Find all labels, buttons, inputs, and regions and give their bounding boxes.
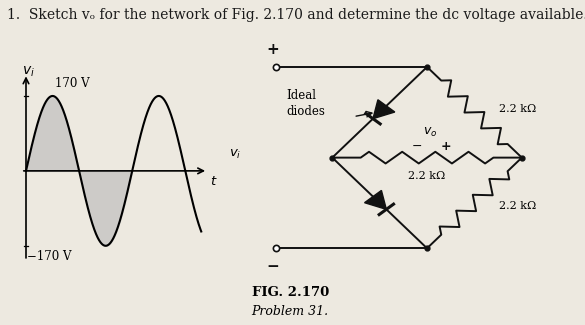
Text: $v_i$: $v_i$ [229,148,241,161]
Text: diodes: diodes [287,105,325,118]
Polygon shape [373,100,395,119]
Text: $v_o$: $v_o$ [424,125,438,138]
Text: FIG. 2.170: FIG. 2.170 [252,286,329,299]
Text: −170 V: −170 V [27,250,71,263]
Text: $v_i$: $v_i$ [22,65,35,80]
Text: Problem 31.: Problem 31. [252,305,329,318]
Text: −: − [411,140,422,153]
Text: 2.2 kΩ: 2.2 kΩ [499,104,536,114]
Text: $t$: $t$ [209,175,217,188]
Text: 2.2 kΩ: 2.2 kΩ [408,171,446,181]
Text: 2.2 kΩ: 2.2 kΩ [499,201,536,211]
Text: 170 V: 170 V [55,77,90,90]
Text: +: + [266,42,279,57]
Text: Ideal: Ideal [287,89,316,102]
Polygon shape [364,190,386,209]
Text: −: − [266,259,279,274]
Text: 1.  Sketch vₒ for the network of Fig. 2.170 and determine the dc voltage availab: 1. Sketch vₒ for the network of Fig. 2.1… [7,8,585,22]
Text: +: + [441,140,452,153]
